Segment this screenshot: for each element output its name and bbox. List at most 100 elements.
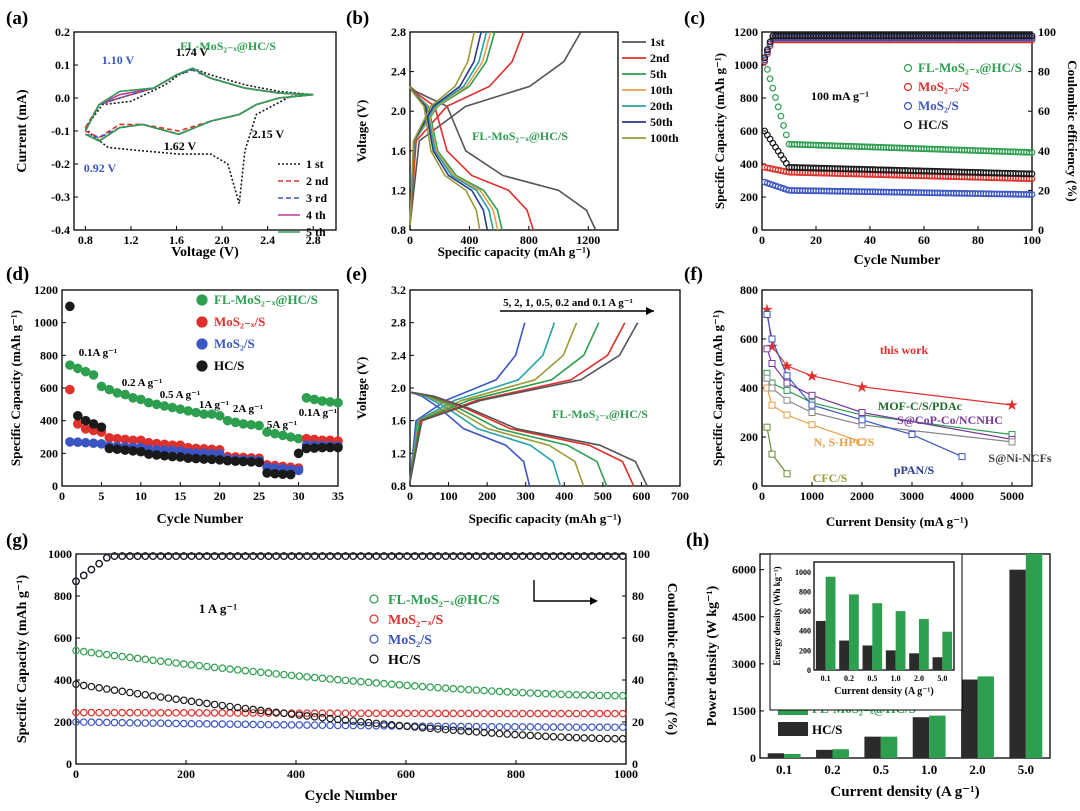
g-capacity-point	[310, 713, 319, 721]
g-capacity-point	[256, 706, 265, 715]
g-capacity-point	[156, 693, 165, 701]
g-capacity-point	[218, 664, 227, 673]
g-capacity-point	[541, 723, 550, 731]
g-capacity-point	[72, 708, 80, 717]
f-point	[908, 431, 916, 439]
c-ytick-label: 80	[1038, 65, 1050, 79]
a-ytick-label: 0.1	[55, 58, 70, 72]
g-capacity-point	[487, 729, 496, 737]
g-capacity-point	[326, 714, 334, 723]
g-capacity-point	[526, 689, 535, 697]
g-ce-point	[79, 571, 88, 580]
h-inset-bar-hcs	[815, 620, 826, 670]
d-rate-label: 0.5 A g⁻¹	[160, 389, 201, 401]
g-capacity-point	[341, 709, 350, 718]
g-capacity-point	[387, 721, 396, 729]
g-capacity-point	[364, 678, 373, 687]
g-ytick-label: 0	[66, 757, 72, 771]
c-xtick-label: 0	[759, 233, 765, 247]
g-capacity-point	[156, 708, 165, 717]
panel-label: (g)	[6, 530, 28, 551]
h-inset-xlabel: Current density (A g⁻¹)	[834, 686, 933, 697]
c-legend-label: MoS₂₋ₓ/S	[918, 79, 969, 94]
h-xtick-label: 5.0	[1018, 762, 1034, 777]
g-capacity-point	[357, 721, 365, 730]
g-ce-point	[572, 552, 581, 560]
h-bar-flmos	[784, 753, 801, 758]
g-capacity-point	[357, 677, 365, 686]
a-legend-label: 1 st	[306, 157, 324, 171]
g-capacity-point	[72, 718, 80, 726]
g-capacity-point	[295, 721, 304, 729]
g-capacity-point	[395, 721, 404, 730]
f-series-label: pPAN/S	[894, 463, 935, 477]
c-capacity-point	[1025, 175, 1033, 183]
g-capacity-point	[595, 709, 604, 718]
d-point	[301, 392, 312, 403]
g-ce-point	[172, 552, 180, 560]
g-capacity-point	[249, 667, 257, 676]
d-point	[285, 432, 296, 442]
g-capacity-point	[580, 723, 589, 731]
g-xlabel: Cycle Number	[305, 788, 398, 804]
f-point	[858, 409, 866, 416]
a-xtick-label: 2.4	[260, 233, 275, 247]
g-xtick-label: 200	[177, 767, 195, 781]
g-xtick-label: 1000	[614, 767, 638, 781]
f-point	[768, 401, 776, 409]
c-xtick-label: 40	[864, 233, 876, 247]
d-point	[317, 396, 328, 406]
g-ce-point	[156, 552, 165, 560]
g-capacity-point	[480, 728, 488, 737]
g-legend-label: MoS₂/S	[388, 633, 432, 648]
d-point	[136, 394, 146, 405]
g-capacity-point	[357, 718, 365, 726]
d-point	[270, 468, 280, 479]
g-capacity-point	[133, 708, 142, 717]
g-ce-point	[564, 552, 573, 560]
e-xlabel: Specific capacity (mAh g⁻¹)	[469, 511, 622, 526]
e-xtick-label: 500	[594, 489, 612, 503]
g-capacity-point	[272, 670, 281, 678]
f-point	[858, 438, 866, 446]
g-capacity-point	[387, 709, 396, 718]
g-capacity-point	[487, 709, 496, 718]
a-ytick-label: -0.2	[51, 157, 70, 171]
g-capacity-point	[495, 709, 504, 718]
g-ce-point	[226, 552, 234, 560]
d-point	[112, 444, 122, 455]
c-legend-label: FL-MoS₂₋ₓ@HC/S	[918, 60, 1022, 75]
g-capacity-point	[210, 663, 219, 672]
g-ce-point	[203, 552, 211, 560]
g-capacity-point	[133, 719, 142, 727]
g-ce-point	[518, 552, 527, 560]
panel-label: (d)	[6, 264, 29, 285]
b-discharge-curve	[409, 86, 481, 231]
f-point	[808, 391, 816, 399]
d-point	[207, 409, 217, 419]
g-capacity-point	[349, 677, 358, 685]
f-series-label: MOF-C/S/PDAc	[878, 399, 963, 413]
g-ce-point	[534, 552, 542, 560]
g-capacity-point	[426, 724, 435, 733]
g-capacity-point	[611, 734, 619, 743]
g-capacity-point	[541, 689, 550, 698]
g-ytick-label: 40	[632, 673, 644, 687]
g-ytick-label: 20	[632, 715, 644, 729]
a-xtick-label: 0.8	[78, 233, 93, 247]
g-capacity-point	[564, 723, 573, 731]
a-annotation: 2.15 V	[252, 127, 285, 141]
g-ce-point	[580, 552, 589, 560]
d-point	[214, 455, 225, 465]
f-point	[783, 411, 791, 419]
e-ylabel: Voltage (V)	[354, 357, 369, 420]
g-capacity-point	[87, 718, 96, 727]
e-ytick-label: 0.8	[391, 479, 406, 493]
g-ce-point	[187, 552, 196, 560]
c-capacity-point	[1028, 149, 1036, 156]
g-capacity-point	[172, 719, 180, 728]
g-capacity-point	[126, 653, 134, 662]
c-xlabel: Cycle Number	[854, 253, 941, 268]
panel-label: (b)	[346, 8, 369, 29]
g-ytick-label: 0	[632, 757, 638, 771]
